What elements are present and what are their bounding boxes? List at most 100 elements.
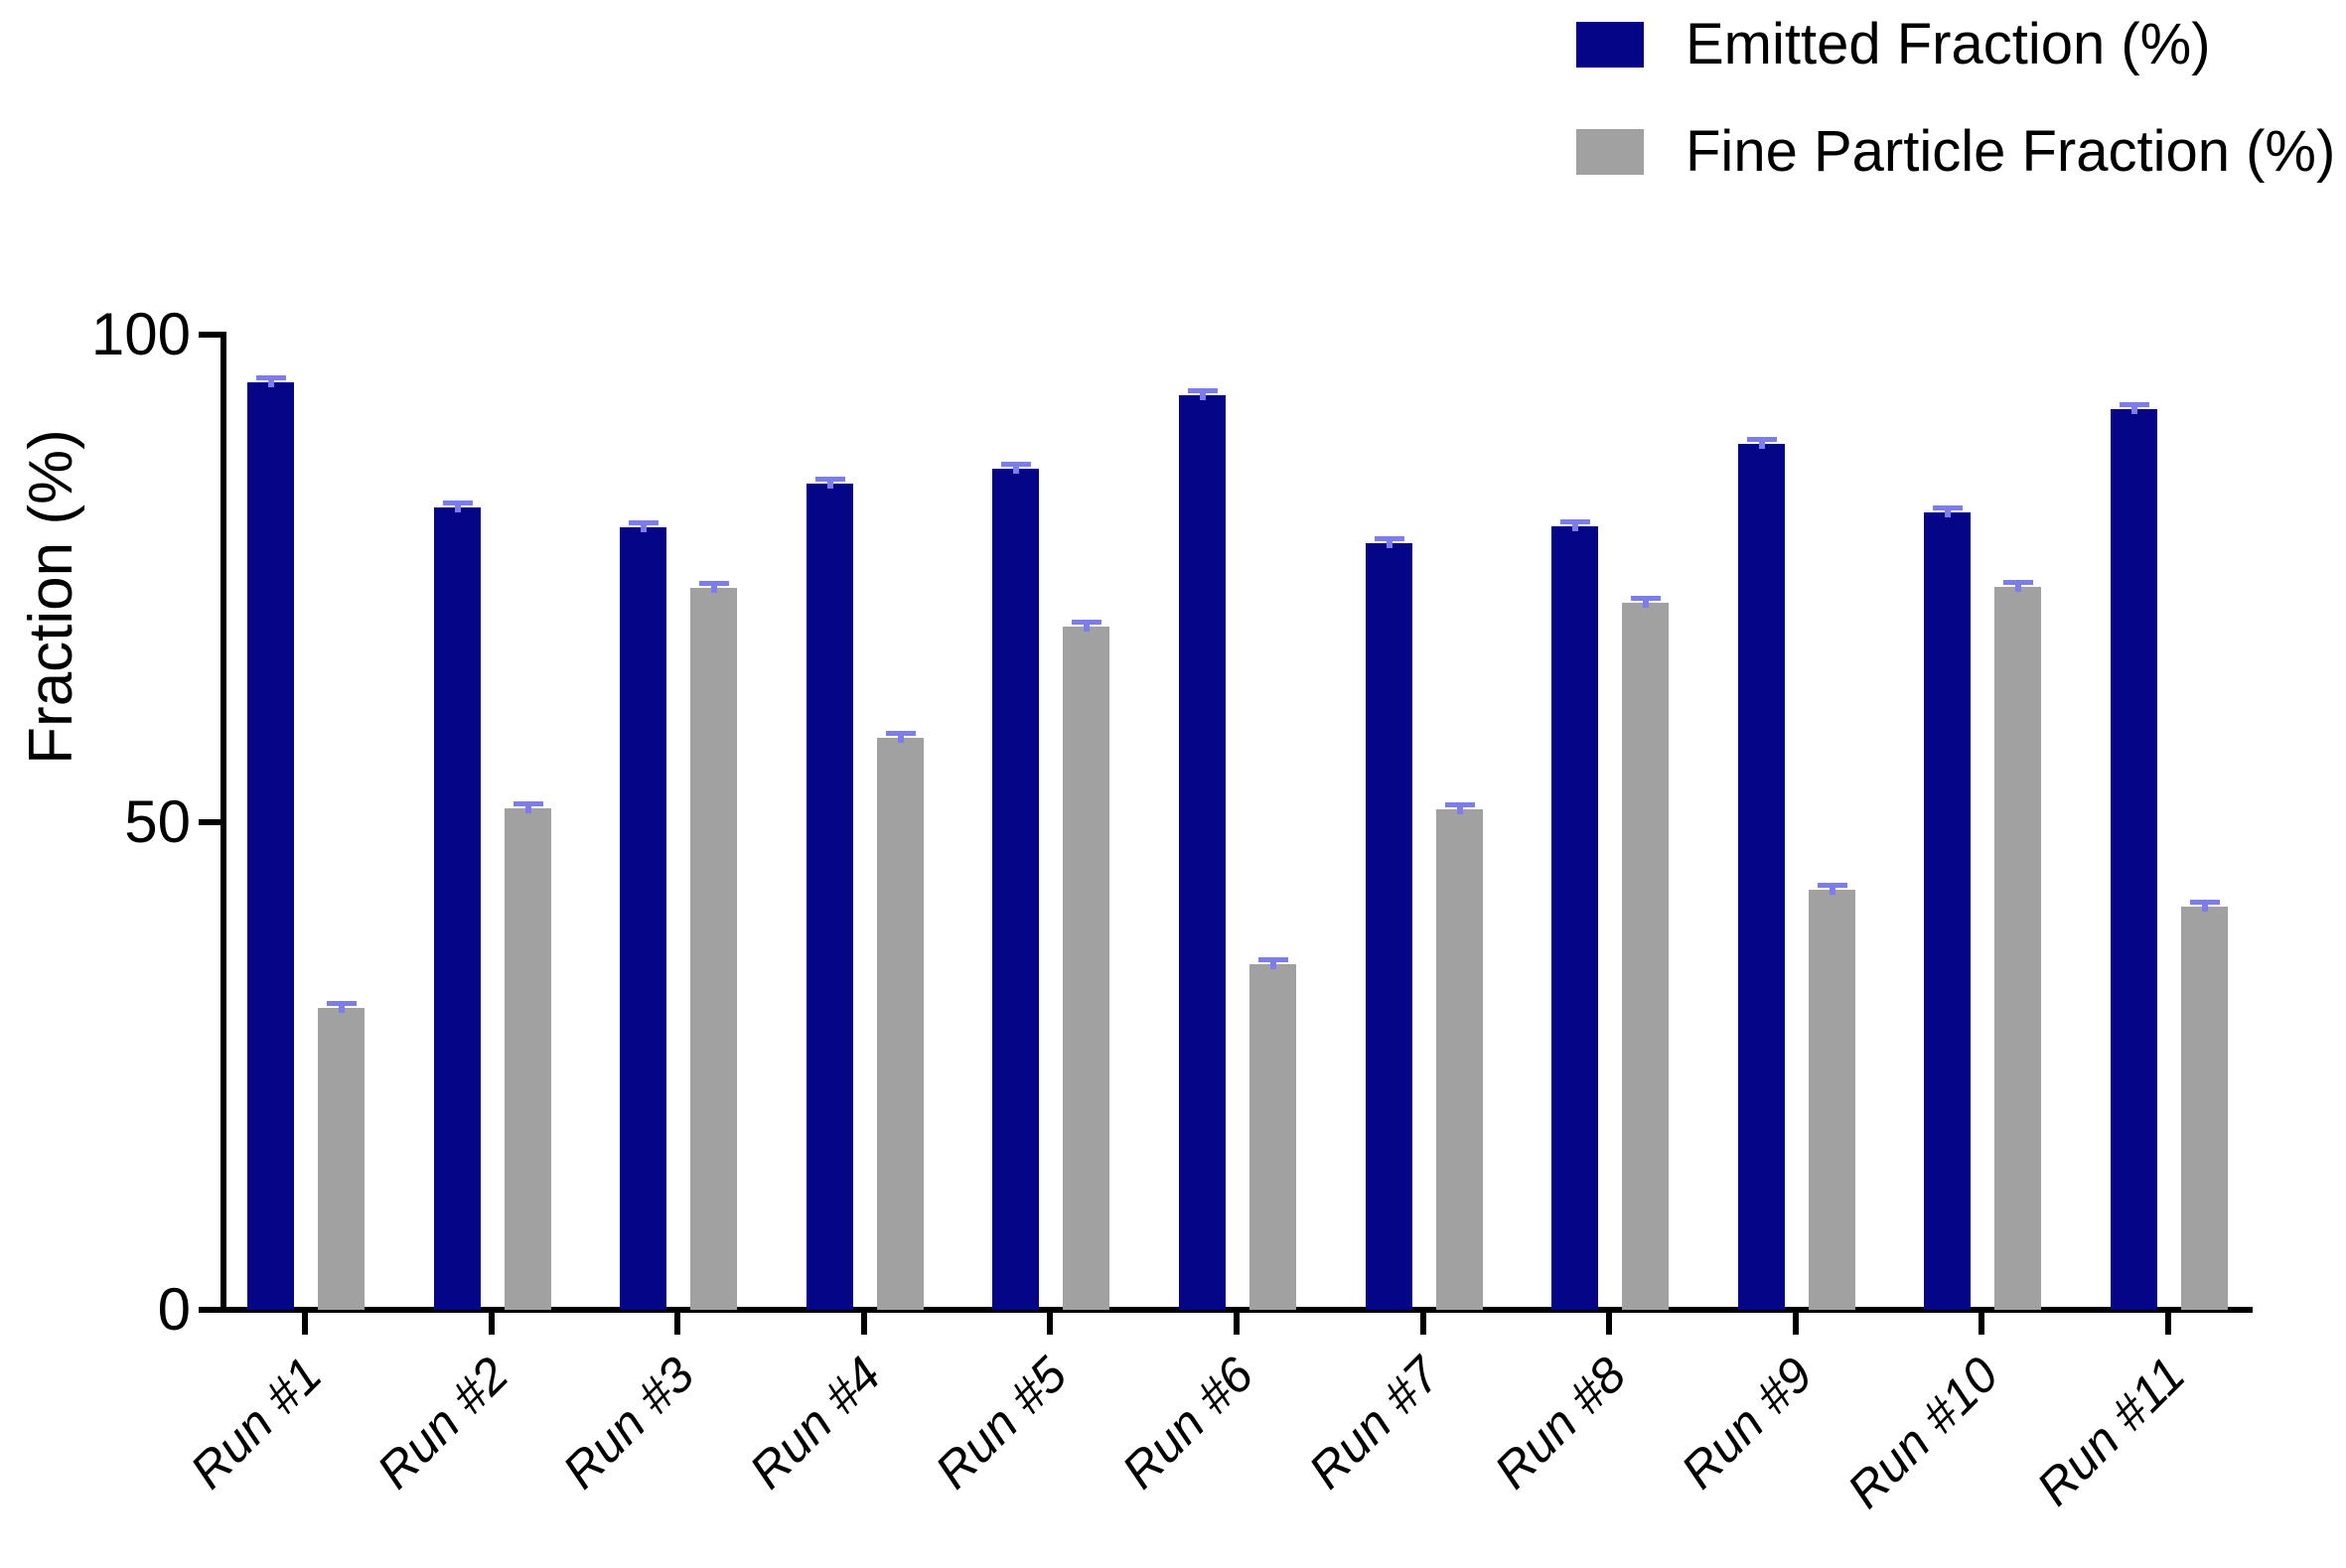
x-tick <box>302 1313 308 1335</box>
error-bar-cap <box>1932 505 1963 511</box>
error-bar-stem <box>454 504 461 512</box>
bar-emitted-fraction <box>1738 444 1785 1310</box>
x-tick <box>1419 1313 1426 1335</box>
legend-swatch-emitted-fraction <box>1576 22 1644 68</box>
error-bar-stem <box>1386 540 1393 548</box>
bar-emitted-fraction <box>1551 526 1598 1310</box>
error-bar-cap <box>2189 900 2220 906</box>
x-tick-label: Run #3 <box>552 1347 705 1499</box>
error-bar-cap <box>814 477 845 483</box>
x-tick-label: Run #11 <box>2025 1347 2196 1516</box>
x-tick <box>1979 1313 1985 1335</box>
error-bar-stem <box>826 481 833 489</box>
bar-emitted-fraction <box>434 507 481 1310</box>
error-bar-stem <box>1642 600 1649 608</box>
legend-entry-emitted-fraction: Emitted Fraction (%) <box>1576 15 2211 74</box>
bar-emitted-fraction <box>247 382 294 1310</box>
error-bar-stem <box>2130 406 2137 414</box>
error-bar-cap <box>1444 802 1475 808</box>
error-bar-cap <box>513 801 543 807</box>
x-tick <box>1606 1313 1613 1335</box>
legend-label-emitted-fraction: Emitted Fraction (%) <box>1686 12 2211 76</box>
error-bar-cap <box>628 520 659 526</box>
x-tick <box>674 1313 681 1335</box>
x-axis-line <box>220 1307 2253 1313</box>
error-bar-cap <box>326 1001 357 1007</box>
x-tick-label: Run #2 <box>366 1347 519 1499</box>
bar-fine-particle-fraction <box>690 588 737 1310</box>
error-bar-stem <box>1012 466 1019 474</box>
error-bar-cap <box>1374 536 1404 542</box>
x-tick-label: Run #5 <box>925 1347 1078 1499</box>
error-bar-stem <box>1944 509 1951 517</box>
legend-entry-fine-particle-fraction: Fine Particle Fraction (%) <box>1576 122 2335 182</box>
error-bar-cap <box>2002 580 2033 586</box>
error-bar-cap <box>2119 402 2149 408</box>
bar-emitted-fraction <box>1924 512 1971 1310</box>
legend-swatch-fine-particle-fraction <box>1576 129 1644 175</box>
x-tick <box>488 1313 495 1335</box>
error-bar-cap <box>1746 437 1777 443</box>
bar-fine-particle-fraction <box>2181 907 2228 1310</box>
error-bar-stem <box>2014 584 2021 592</box>
bar-fine-particle-fraction <box>877 738 924 1310</box>
bar-fine-particle-fraction <box>1622 603 1669 1310</box>
x-tick <box>1047 1313 1054 1335</box>
error-bar-stem <box>1758 441 1765 449</box>
y-tick <box>199 1307 220 1313</box>
bar-emitted-fraction <box>1366 543 1412 1310</box>
error-bar-stem <box>1571 523 1578 531</box>
error-bar-cap <box>698 581 729 587</box>
error-bar-stem <box>640 524 647 532</box>
y-axis-line <box>220 332 226 1313</box>
bar-fine-particle-fraction <box>1249 964 1296 1310</box>
error-bar-cap <box>1071 620 1101 626</box>
x-tick <box>1234 1313 1240 1335</box>
error-bar-stem <box>524 805 531 813</box>
bar-fine-particle-fraction <box>318 1008 365 1310</box>
x-tick-label: Run #9 <box>1670 1347 1824 1499</box>
error-bar-stem <box>338 1005 345 1013</box>
error-bar-stem <box>1083 624 1090 632</box>
x-tick <box>2165 1313 2171 1335</box>
error-bar-cap <box>885 731 916 737</box>
error-bar-stem <box>1269 961 1276 969</box>
x-tick <box>860 1313 867 1335</box>
bar-emitted-fraction <box>992 469 1039 1310</box>
bar-fine-particle-fraction <box>1809 890 1855 1310</box>
error-bar-cap <box>442 500 473 506</box>
x-tick-label: Run #8 <box>1484 1347 1637 1499</box>
bar-emitted-fraction <box>1179 395 1226 1310</box>
y-tick <box>199 332 220 338</box>
bar-fine-particle-fraction <box>1994 587 2041 1310</box>
error-bar-stem <box>897 735 904 743</box>
y-tick <box>199 819 220 825</box>
x-tick-label: Run #4 <box>738 1347 892 1499</box>
error-bar-stem <box>1199 392 1206 400</box>
y-tick-label: 0 <box>157 1276 191 1343</box>
error-bar-cap <box>255 375 286 381</box>
error-bar-stem <box>710 585 717 593</box>
x-tick-label: Run #1 <box>179 1347 333 1499</box>
error-bar-cap <box>1257 957 1288 963</box>
legend-label-fine-particle-fraction: Fine Particle Fraction (%) <box>1686 119 2336 184</box>
x-tick-label: Run #10 <box>1836 1347 2009 1519</box>
error-bar-stem <box>1829 887 1835 895</box>
error-bar-stem <box>1456 806 1463 814</box>
x-tick-label: Run #7 <box>1297 1347 1451 1499</box>
x-tick <box>1792 1313 1799 1335</box>
error-bar-cap <box>1187 388 1218 394</box>
error-bar-stem <box>267 379 274 387</box>
y-tick-label: 100 <box>90 301 191 367</box>
x-tick-label: Run #6 <box>1110 1347 1264 1499</box>
bar-fine-particle-fraction <box>505 808 551 1310</box>
error-bar-cap <box>1000 462 1031 468</box>
y-tick-label: 50 <box>124 788 191 855</box>
error-bar-stem <box>2201 904 2208 912</box>
error-bar-cap <box>1817 883 1847 889</box>
bar-emitted-fraction <box>806 484 853 1310</box>
bar-fine-particle-fraction <box>1063 627 1109 1310</box>
error-bar-cap <box>1630 596 1661 602</box>
bar-emitted-fraction <box>2111 409 2157 1310</box>
